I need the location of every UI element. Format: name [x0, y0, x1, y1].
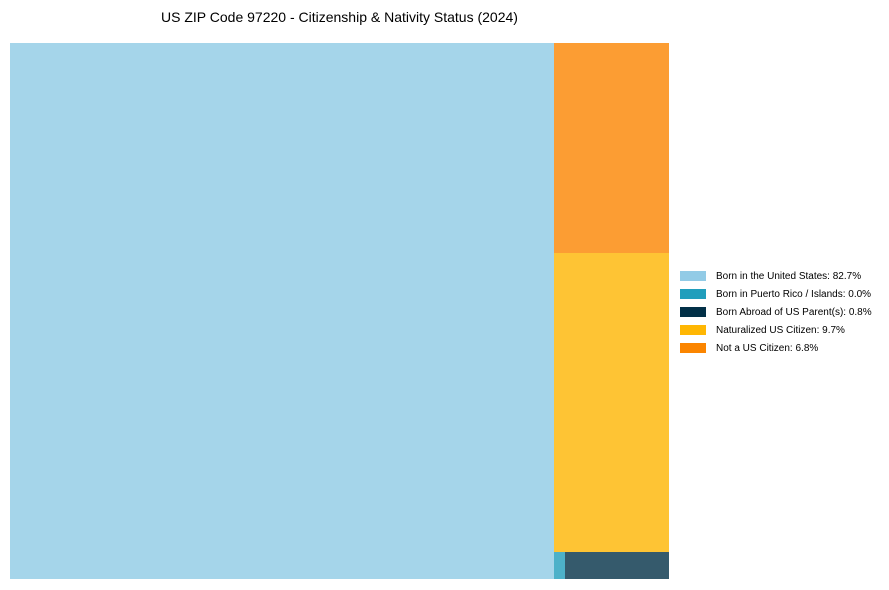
- legend-item: Not a US Citizen: 6.8%: [680, 339, 872, 357]
- legend-label: Born Abroad of US Parent(s): 0.8%: [716, 306, 872, 318]
- legend-label: Not a US Citizen: 6.8%: [716, 342, 819, 354]
- tile-naturalized-citizen: [554, 253, 669, 552]
- tile-not-us-citizen: [554, 43, 669, 253]
- legend-swatch: [680, 271, 706, 281]
- legend-item: Born in the United States: 82.7%: [680, 267, 872, 285]
- legend-item: Born Abroad of US Parent(s): 0.8%: [680, 303, 872, 321]
- legend-label: Born in Puerto Rico / Islands: 0.0%: [716, 288, 872, 300]
- legend-swatch: [680, 343, 706, 353]
- chart-title: US ZIP Code 97220 - Citizenship & Nativi…: [161, 9, 518, 25]
- legend-label: Naturalized US Citizen: 9.7%: [716, 324, 845, 336]
- legend-item: Naturalized US Citizen: 9.7%: [680, 321, 872, 339]
- legend-item: Born in Puerto Rico / Islands: 0.0%: [680, 285, 872, 303]
- legend-label: Born in the United States: 82.7%: [716, 270, 862, 282]
- tile-born-in-us: [10, 43, 554, 579]
- legend-swatch: [680, 325, 706, 335]
- legend-swatch: [680, 307, 706, 317]
- tile-born-puerto-rico: [554, 552, 565, 579]
- legend: Born in the United States: 82.7% Born in…: [680, 267, 872, 357]
- tile-born-abroad-us-parents: [565, 552, 669, 579]
- legend-swatch: [680, 289, 706, 299]
